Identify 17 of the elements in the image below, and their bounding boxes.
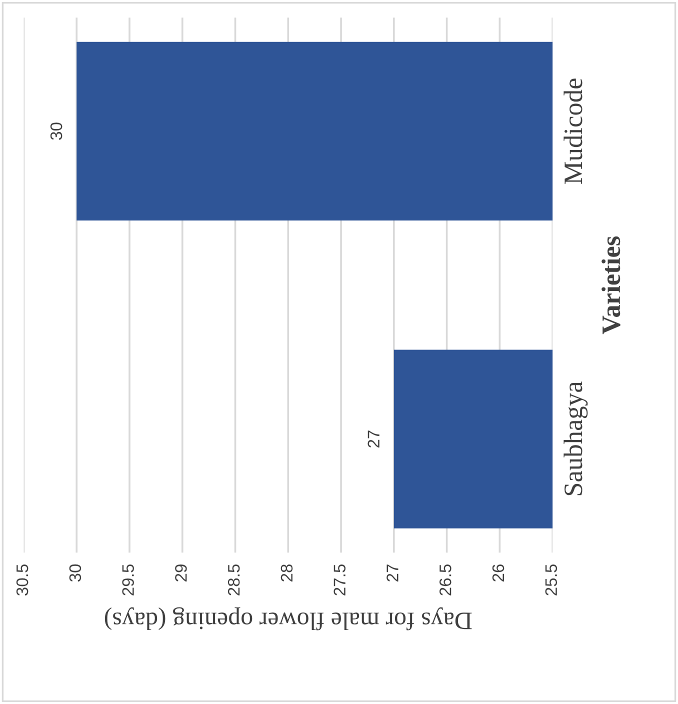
x-tick-label: 30	[69, 564, 82, 582]
x-tick-label: 28	[280, 564, 293, 582]
x-tick-label: 26.5	[439, 564, 452, 596]
y-axis-title: Varieties	[602, 236, 620, 334]
x-tick-label: 29.5	[122, 564, 134, 596]
data-label: 27	[368, 430, 380, 448]
x-tick-label: 29	[175, 564, 187, 582]
x-tick-label: 28.5	[228, 564, 240, 596]
y-tick-label: Saubhagya	[564, 382, 588, 496]
x-tick-label: 26	[492, 564, 504, 582]
data-label: 30	[50, 122, 62, 140]
x-tick-label: 30.5	[16, 564, 28, 596]
x-tick-label: 27	[386, 564, 398, 582]
x-tick-label: 25.5	[545, 564, 558, 596]
x-tick-label: 27.5	[334, 564, 346, 596]
y-tick-label: Mudicode	[564, 78, 582, 184]
x-axis-title: Days for male flower opening (days)	[104, 607, 472, 630]
